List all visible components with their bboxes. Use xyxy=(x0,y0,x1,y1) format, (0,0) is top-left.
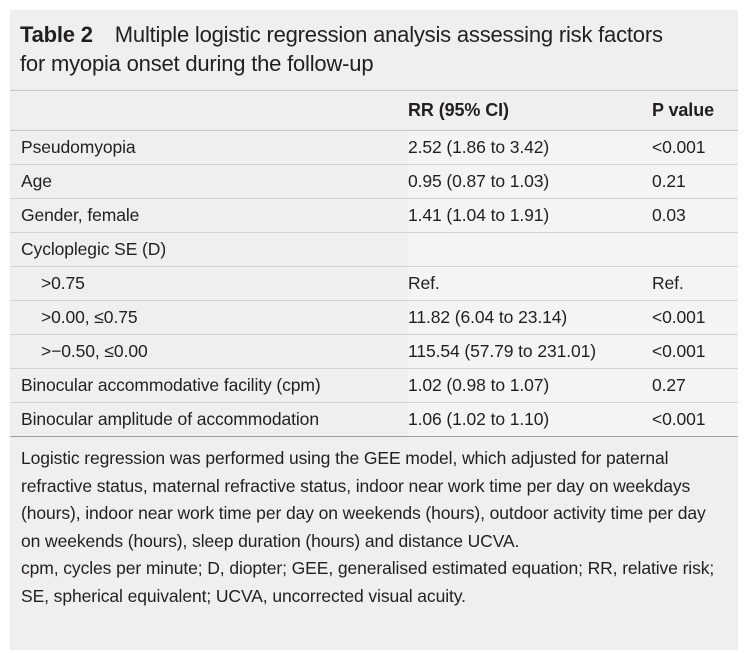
regression-table: RR (95% CI) P value Pseudomyopia 2.52 (1… xyxy=(10,90,738,437)
table-row: Gender, female 1.41 (1.04 to 1.91) 0.03 xyxy=(10,198,738,233)
table-title-line-2: for myopia onset during the follow-up xyxy=(20,51,374,76)
row-rr: 115.54 (57.79 to 231.01) xyxy=(408,334,652,369)
footnote-abbreviations: cpm, cycles per minute; D, diopter; GEE,… xyxy=(21,558,715,606)
footnote-model: Logistic regression was performed using … xyxy=(21,448,706,551)
table-row: >−0.50, ≤0.00 115.54 (57.79 to 231.01) <… xyxy=(10,334,738,369)
table-row: Age 0.95 (0.87 to 1.03) 0.21 xyxy=(10,164,738,199)
row-p: Ref. xyxy=(652,266,738,301)
row-p: 0.21 xyxy=(652,164,738,199)
row-rr: 1.41 (1.04 to 1.91) xyxy=(408,198,652,233)
header-variable xyxy=(10,90,408,131)
table-caption: Table 2 Multiple logistic regression anal… xyxy=(10,10,738,90)
row-label: Cycloplegic SE (D) xyxy=(10,232,408,267)
row-p: 0.03 xyxy=(652,198,738,233)
table-row: Cycloplegic SE (D) xyxy=(10,232,738,267)
table-label: Table 2 xyxy=(20,22,93,47)
header-rr: RR (95% CI) xyxy=(408,90,652,131)
row-label: >−0.50, ≤0.00 xyxy=(10,334,408,369)
header-row: RR (95% CI) P value xyxy=(10,90,738,131)
table-row: Binocular amplitude of accommodation 1.0… xyxy=(10,402,738,437)
row-p: <0.001 xyxy=(652,402,738,437)
row-rr: 0.95 (0.87 to 1.03) xyxy=(408,164,652,199)
row-label: Binocular amplitude of accommodation xyxy=(10,402,408,437)
table-footnotes: Logistic regression was performed using … xyxy=(10,437,738,610)
row-rr xyxy=(408,232,652,267)
caption-line-1: Table 2 Multiple logistic regression anal… xyxy=(20,20,728,49)
row-rr: 11.82 (6.04 to 23.14) xyxy=(408,300,652,335)
row-label: Gender, female xyxy=(10,198,408,233)
row-label: Pseudomyopia xyxy=(10,130,408,165)
row-rr: 1.02 (0.98 to 1.07) xyxy=(408,368,652,403)
table-row: Binocular accommodative facility (cpm) 1… xyxy=(10,368,738,403)
row-p: <0.001 xyxy=(652,300,738,335)
row-rr: 2.52 (1.86 to 3.42) xyxy=(408,130,652,165)
row-label: >0.75 xyxy=(10,266,408,301)
table-row: >0.75 Ref. Ref. xyxy=(10,266,738,301)
row-label: >0.00, ≤0.75 xyxy=(10,300,408,335)
table-container: Table 2 Multiple logistic regression anal… xyxy=(10,10,738,650)
row-rr: 1.06 (1.02 to 1.10) xyxy=(408,402,652,437)
table-row: >0.00, ≤0.75 11.82 (6.04 to 23.14) <0.00… xyxy=(10,300,738,335)
table-title-line-1: Multiple logistic regression analysis as… xyxy=(114,22,663,47)
table-row: Pseudomyopia 2.52 (1.86 to 3.42) <0.001 xyxy=(10,130,738,165)
row-p xyxy=(652,232,738,267)
row-label: Binocular accommodative facility (cpm) xyxy=(10,368,408,403)
row-p: 0.27 xyxy=(652,368,738,403)
row-rr: Ref. xyxy=(408,266,652,301)
header-p-value: P value xyxy=(652,90,738,131)
row-p: <0.001 xyxy=(652,130,738,165)
row-p: <0.001 xyxy=(652,334,738,369)
row-label: Age xyxy=(10,164,408,199)
